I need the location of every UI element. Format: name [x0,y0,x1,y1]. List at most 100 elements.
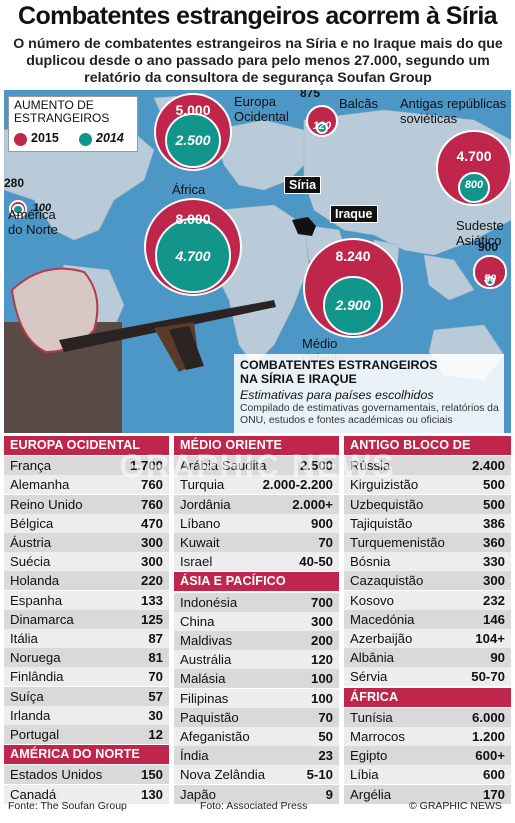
table-country: Itália [10,631,38,646]
table-country: Malásia [180,671,226,687]
table-row: Albânia 90 [344,648,511,668]
table-value: 146 [482,611,505,627]
region-label: Balcãs [339,96,379,111]
table-row: Afeganistão 50 [174,727,339,746]
table-row: Finlândia 70 [4,667,169,687]
table-row: Indonésia 700 [174,592,339,612]
bubble-2014 [165,112,221,168]
bubble-value-2015: 900 [477,240,499,254]
table-header: Antigo bloco de Leste [344,436,511,471]
table-country: Líbano [180,515,221,531]
table-value: 2.500 [299,458,333,474]
table-country: Tajiquistão [350,515,413,531]
table-value: 200 [310,633,333,648]
table-row: Turquemenistão 360 [344,533,511,552]
table-row: Líbia 600 [344,765,511,785]
table-value: 600+ [475,748,505,764]
bubble-value-2015: 280 [4,176,25,190]
table-row: Marrocos 1.200 [344,727,511,746]
table-row: Dinamarca 125 [4,609,169,629]
table-row: Noruega 81 [4,648,169,668]
table-country: Irlanda [10,707,51,723]
bubble-value-2014: 800 [464,179,484,192]
region-label: Sudeste Asiático [456,218,504,248]
world-map: AUMENTO DE ESTRANGEIROS 2015 2014 5.000 2… [4,90,511,433]
map-label-iraq: Iraque [330,205,378,223]
table-country: Noruega [10,650,61,666]
table-header: Europa Ocidental [4,436,169,455]
table-country: Dinamarca [10,611,74,627]
table-country: Kuwait [180,535,220,550]
table-country: Kosovo [350,592,394,608]
table-country: Argélia [350,786,392,802]
table-value: 330 [482,554,505,570]
table-row: Espanha 133 [4,590,169,610]
table-value: 9 [325,786,333,802]
table-country: Paquistão [180,709,239,725]
legend-label-2015: 2015 [31,131,59,145]
table-row: Kosovo 232 [344,590,511,610]
table-country: Albânia [350,650,394,666]
table-value: 220 [140,573,163,589]
table-country: Finlândia [10,669,64,685]
table-country: Bósnia [350,554,391,570]
footer-copy: © GRAPHIC NEWS [409,800,502,812]
table-value: 6.000 [471,709,505,725]
table-row: Azerbaijão 104+ [344,629,511,648]
table-country: Canadá [10,786,57,802]
table-country: Suécia [10,554,51,570]
table-country: Índia [180,748,209,764]
table-value: 760 [140,477,163,493]
table-row: Líbano 900 [174,513,339,533]
table-row: Kirguizistão 500 [344,475,511,495]
table-row: Portugal 12 [4,725,169,744]
table-row: Holanda 220 [4,571,169,591]
bubble-value-2015: 4.700 [456,148,492,164]
table-value: 300 [482,573,505,589]
table-value: 500 [482,496,505,512]
callout-title: COMBATENTES ESTRANGEIROS NA SÍRIA E IRAQ… [240,358,438,386]
table-value: 87 [148,631,163,646]
table-country: Afeganistão [180,729,250,744]
table-row: Filipinas 100 [174,688,339,708]
table-value: 70 [318,535,333,550]
table-value: 70 [318,709,333,725]
table-country: Uzbequistão [350,496,424,512]
table-row: Turquia 2.000-2.200 [174,475,339,495]
table-value: 900 [310,515,333,531]
table-row: China 300 [174,611,339,631]
bubble-value-2015: 5.000 [175,102,211,118]
syria-iraq-highlight [292,217,316,236]
table-value: 2.400 [471,458,505,474]
table-country: Suíça [10,688,44,704]
table-country: Espanha [10,592,63,608]
table-row: Índia 23 [174,746,339,766]
table-row: Kuwait 70 [174,533,339,552]
table-country: Cazaquistão [350,573,424,589]
bubble-2014 [315,122,329,135]
table-value: 360 [482,535,505,550]
rifle-magazine [169,326,204,370]
table-country: Filipinas [180,690,229,706]
table-value: 120 [310,652,333,668]
table-country: Turquia [180,477,225,493]
legend-swatch-2015 [14,133,27,146]
table-country: Israel [180,554,213,570]
table-country: Bélgica [10,515,54,531]
bubble-2014 [323,275,383,335]
table-row: Malásia 100 [174,669,339,689]
table-country: Estados Unidos [10,767,103,783]
table-row: Suécia 300 [4,552,169,572]
table-header: Médio Oriente [174,436,339,455]
table-country: Líbia [350,767,379,783]
table-country: Holanda [10,573,60,589]
table-row: Sérvia 50-70 [344,667,511,687]
table-value: 57 [148,688,163,704]
table-country: Arábia Saudita [180,458,267,474]
table-value: 470 [140,515,163,531]
table-value: 40-50 [299,554,333,570]
table-row: Japão 9 [174,784,339,804]
table-row: Canadá 130 [4,784,169,804]
map-label-syria: Síria [284,176,322,194]
